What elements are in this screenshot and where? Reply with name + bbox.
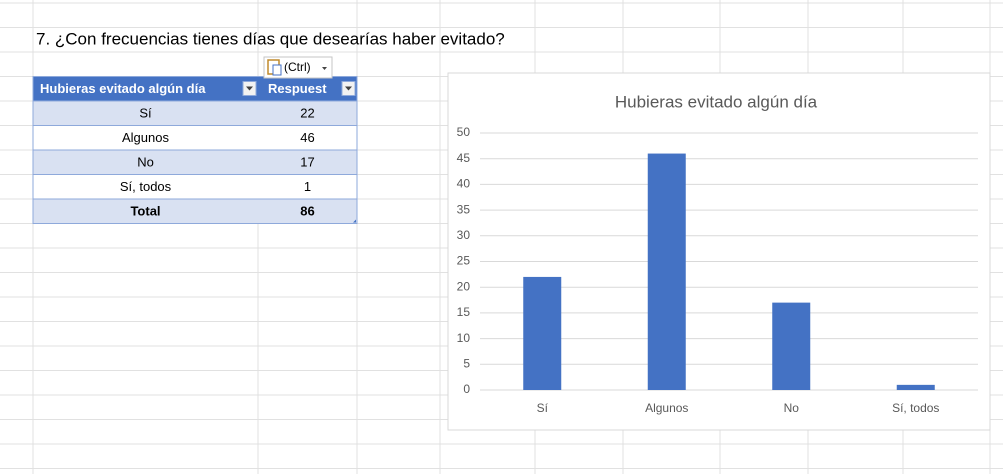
dropdown-arrow [322,67,327,70]
table-row [33,199,357,224]
paste-icon [272,64,282,76]
y-tick-label: 45 [457,151,471,165]
cell-text: 86 [300,204,314,219]
filter-button[interactable] [242,81,257,96]
cell-text: 22 [300,106,314,121]
header-label: Hubieras evitado algún día [40,81,206,96]
cell-text: Sí [139,106,152,121]
x-tick-label: Algunos [645,401,688,415]
cell-text: 46 [300,130,314,145]
cell-text: Algunos [122,130,169,145]
chart-title: Hubieras evitado algún día [615,92,818,111]
table-row [33,125,357,150]
table-row [33,150,357,175]
bar [772,302,811,390]
question-title: 7. ¿Con frecuencias tienes días que dese… [36,29,505,48]
header-label: Respuest [268,81,327,96]
y-tick-label: 30 [457,228,471,242]
resize-handle [353,219,356,223]
y-tick-label: 5 [463,356,470,370]
table-border [32,76,358,224]
y-tick-label: 40 [457,177,471,191]
y-tick-label: 25 [457,254,471,268]
header-cell [33,76,258,101]
table-row [33,101,357,126]
chart: Hubieras evitado algún día 0 5 10 15 20 25 30 3… [447,72,991,431]
table-row [33,174,357,199]
cell-text: No [137,155,154,170]
x-tick-label: Sí [537,401,549,415]
bar [896,384,935,390]
y-tick-label: 0 [463,382,470,396]
paste-button[interactable]: (Ctrl) [263,56,333,79]
y-tick-label: 10 [457,331,471,345]
y-tick-label: 50 [457,125,471,139]
header-cell [258,76,357,101]
bar [647,153,686,390]
filter-arrow [246,86,253,91]
cell-text: Sí, todos [120,179,172,194]
y-tick-label: 15 [457,305,471,319]
data-table: Hubieras evitado algún día Respuest Sí 22 Al… [32,76,358,224]
y-tick-label: 35 [457,202,471,216]
x-tick-label: Sí, todos [892,401,939,415]
filter-button[interactable] [341,81,356,96]
cell-text: 17 [300,155,314,170]
y-tick-label: 20 [457,279,471,293]
filter-arrow [345,86,352,91]
bar [523,276,562,390]
cell-text: Total [130,204,160,219]
paste-label: (Ctrl) [284,60,311,74]
x-tick-label: No [784,401,800,415]
cell-text: 1 [304,179,311,194]
